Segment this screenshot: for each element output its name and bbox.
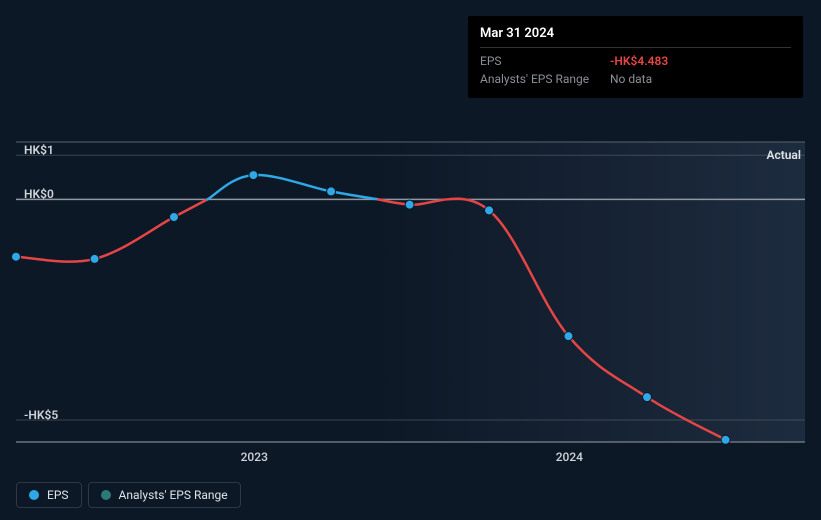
- tooltip-row: EPS-HK$4.483: [480, 52, 791, 70]
- tooltip-value: No data: [610, 72, 652, 86]
- legend-label: Analysts' EPS Range: [119, 488, 228, 502]
- legend-swatch-icon: [29, 490, 39, 500]
- tooltip-row: Analysts' EPS RangeNo data: [480, 70, 791, 88]
- legend-label: EPS: [47, 488, 69, 502]
- y-axis-label: HK$1: [24, 143, 54, 157]
- chart-legend: EPS Analysts' EPS Range: [16, 482, 241, 508]
- x-axis-label: 2024: [556, 450, 583, 464]
- legend-swatch-icon: [101, 490, 111, 500]
- y-axis-label: HK$0: [24, 187, 54, 201]
- chart-tooltip: Mar 31 2024 EPS-HK$4.483Analysts' EPS Ra…: [468, 16, 803, 98]
- eps-chart: Mar 31 2024 EPS-HK$4.483Analysts' EPS Ra…: [0, 0, 821, 520]
- tooltip-key: Analysts' EPS Range: [480, 72, 610, 86]
- tooltip-key: EPS: [480, 54, 610, 68]
- tooltip-value: -HK$4.483: [610, 54, 668, 68]
- legend-item[interactable]: Analysts' EPS Range: [88, 482, 241, 508]
- legend-item[interactable]: EPS: [16, 482, 82, 508]
- x-axis-label: 2023: [241, 450, 268, 464]
- y-axis-label: -HK$5: [24, 408, 58, 422]
- tooltip-title: Mar 31 2024: [480, 26, 791, 48]
- actual-region-label: Actual: [766, 148, 801, 162]
